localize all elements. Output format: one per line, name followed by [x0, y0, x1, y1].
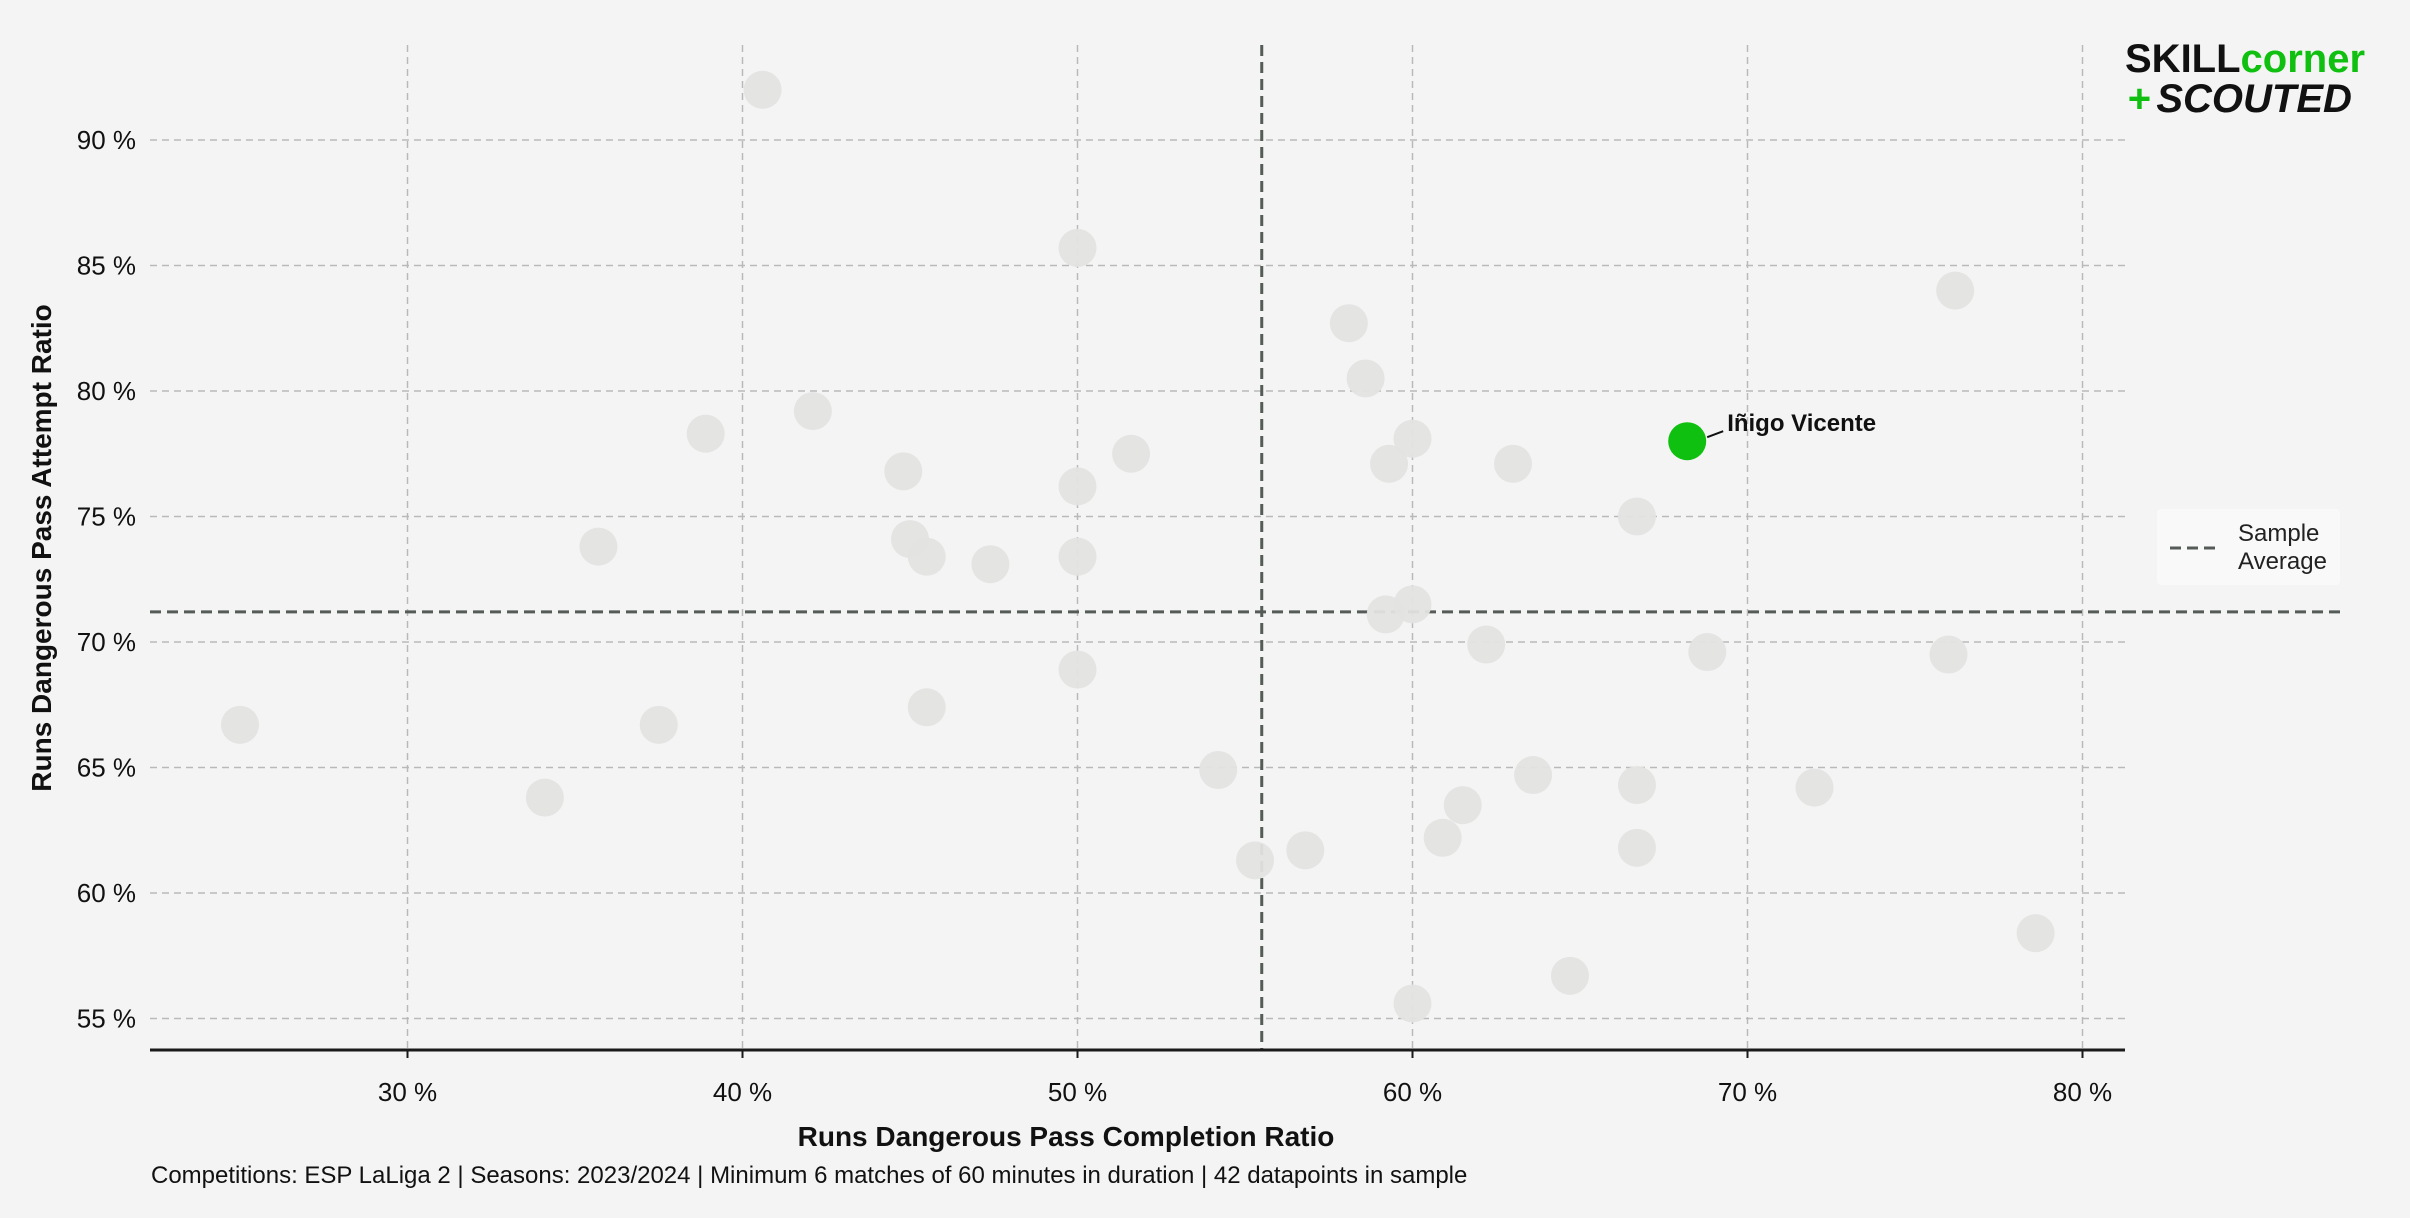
- skillcorner-scouted-logo: SKILLcorner + SCOUTED: [2125, 37, 2365, 121]
- data-point: [1058, 467, 1097, 506]
- sample-average-lines: [150, 45, 2340, 1050]
- data-point: [907, 688, 946, 727]
- data-point: [1393, 984, 1432, 1023]
- logo-line2: + SCOUTED: [2127, 77, 2352, 121]
- logo-plus: +: [2127, 77, 2150, 121]
- y-tick-label: 75 %: [77, 502, 136, 532]
- x-tick-label: 70 %: [1718, 1077, 1777, 1107]
- y-tick-label: 60 %: [77, 878, 136, 908]
- x-tick-label: 50 %: [1048, 1077, 1107, 1107]
- data-point: [1514, 756, 1553, 795]
- data-point: [1058, 537, 1097, 576]
- data-point: [1329, 304, 1368, 343]
- logo-line1: SKILLcorner: [2125, 37, 2365, 81]
- data-point: [1688, 633, 1727, 672]
- data-point: [1467, 625, 1506, 664]
- data-point: [579, 527, 618, 566]
- data-point: [1199, 751, 1238, 790]
- data-point: [1058, 650, 1097, 689]
- data-point: [971, 545, 1010, 584]
- highlight-label: Iñigo Vicente: [1727, 410, 1876, 437]
- y-tick-label: 90 %: [77, 125, 136, 155]
- data-point: [884, 452, 923, 491]
- data-point: [1366, 595, 1405, 634]
- footnote: Competitions: ESP LaLiga 2 | Seasons: 20…: [151, 1162, 1467, 1189]
- data-point: [1617, 766, 1656, 805]
- data-point: [743, 70, 782, 109]
- y-tick-label: 55 %: [77, 1004, 136, 1034]
- data-point: [525, 778, 564, 817]
- legend: Sample Average: [2157, 509, 2340, 585]
- data-point: [1423, 818, 1462, 857]
- x-tick-label: 80 %: [2053, 1077, 2112, 1107]
- y-axis-title: Runs Dangerous Pass Attempt Ratio: [26, 304, 57, 791]
- tick-labels: 30 % 40 % 50 % 60 % 70 % 80 % 55 % 60 % 65 % 70 %…: [77, 125, 2112, 1107]
- logo-corner: corner: [2241, 37, 2366, 81]
- highlight-point: [1668, 422, 1707, 461]
- data-point: [2016, 914, 2055, 953]
- x-tick-label: 30 %: [378, 1077, 437, 1107]
- legend-label-line1: Sample: [2238, 520, 2319, 547]
- logo-scouted: SCOUTED: [2156, 77, 2352, 121]
- data-point: [793, 392, 832, 431]
- legend-box: [2157, 509, 2340, 585]
- highlight-connector: [1706, 430, 1724, 439]
- data-point: [1370, 444, 1409, 483]
- y-tick-label: 85 %: [77, 251, 136, 281]
- data-point: [686, 414, 725, 453]
- data-point: [907, 537, 946, 576]
- data-points: [221, 70, 2055, 1023]
- data-point: [1929, 635, 1968, 674]
- data-point: [1286, 831, 1325, 870]
- data-point: [1550, 956, 1589, 995]
- data-point: [1936, 271, 1975, 310]
- x-tick-label: 60 %: [1383, 1077, 1442, 1107]
- data-point: [1112, 434, 1151, 473]
- data-point: [639, 705, 678, 744]
- data-point: [1795, 768, 1834, 807]
- highlight-group: Iñigo Vicente: [1668, 410, 1876, 461]
- y-tick-label: 65 %: [77, 753, 136, 783]
- y-tick-label: 70 %: [77, 627, 136, 657]
- data-point: [1617, 828, 1656, 867]
- legend-label-line2: Average: [2238, 548, 2327, 575]
- data-point: [1058, 228, 1097, 267]
- data-point: [1236, 841, 1275, 880]
- data-point: [1443, 786, 1482, 825]
- data-point: [1393, 419, 1432, 458]
- data-point: [221, 705, 259, 744]
- x-axis-title: Runs Dangerous Pass Completion Ratio: [798, 1121, 1335, 1152]
- x-tick-label: 40 %: [713, 1077, 772, 1107]
- grid: [150, 45, 2125, 1050]
- data-point: [1617, 497, 1656, 536]
- y-tick-label: 80 %: [77, 376, 136, 406]
- data-point: [1494, 444, 1532, 483]
- data-point: [1346, 359, 1385, 398]
- logo-skill: SKILL: [2125, 37, 2241, 81]
